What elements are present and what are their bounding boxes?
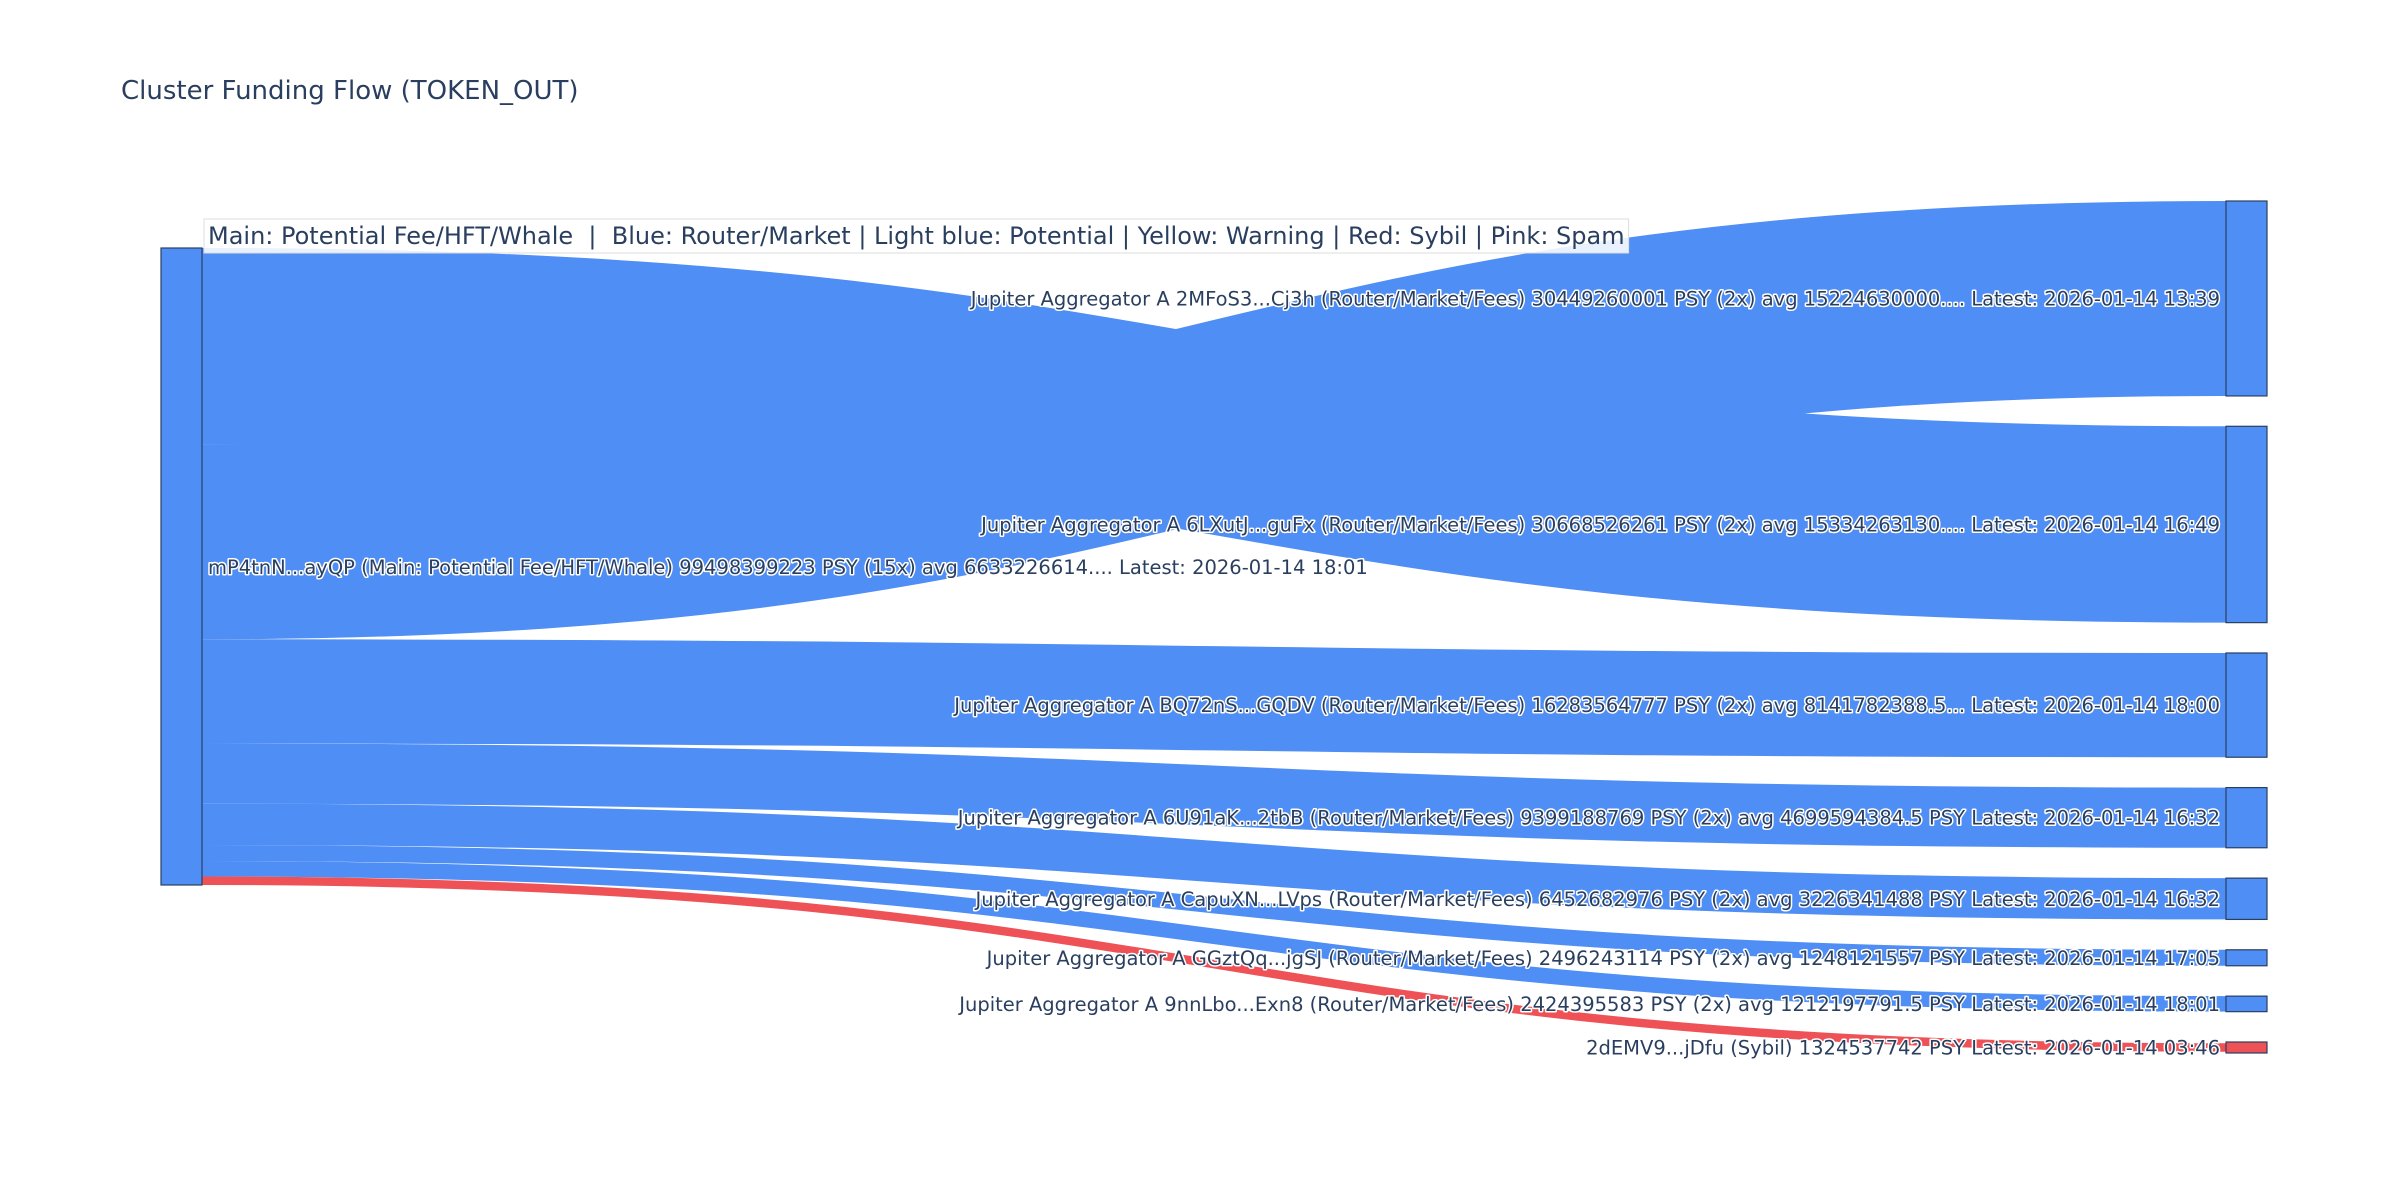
flow-links [201, 201, 2227, 1052]
target-node-label-1: Jupiter Aggregator A 2MFoS3...Cj3h (Rout… [969, 287, 2220, 310]
flow-link-6 [201, 845, 2227, 966]
target-node-label-7: Jupiter Aggregator A 9nnLbo...Exn8 (Rout… [957, 993, 2220, 1016]
flow-link-4 [201, 743, 2227, 848]
target-node-2 [2225, 425, 2268, 624]
target-node-3 [2225, 652, 2268, 758]
node-labels: mP4tnN...ayQP (Main: Potential Fee/HFT/W… [207, 286, 2222, 1061]
legend-box [203, 218, 1630, 254]
flow-link-3 [201, 639, 2227, 758]
source-node-label: mP4tnN...ayQP (Main: Potential Fee/HFT/W… [208, 556, 1368, 579]
legend-note: Main: Potential Fee/HFT/Whale | Blue: Ro… [208, 222, 1625, 250]
flow-nodes [160, 200, 2268, 1054]
target-node-label-4: Jupiter Aggregator A 6U91aK...2tbB (Rout… [956, 807, 2220, 830]
target-node-6 [2225, 949, 2268, 967]
target-node-7 [2225, 995, 2268, 1013]
chart-title: Cluster Funding Flow (TOKEN_OUT) [121, 76, 579, 106]
target-node-4 [2225, 786, 2268, 849]
target-node-5 [2225, 877, 2268, 921]
flow-link-8 [201, 876, 2227, 1052]
target-node-8 [2225, 1041, 2268, 1054]
target-node-1 [2225, 200, 2268, 397]
legend-annotation: Main: Potential Fee/HFT/Whale | Blue: Ro… [203, 218, 1630, 254]
target-node-label-2: Jupiter Aggregator A 6LXutJ...guFx (Rout… [979, 513, 2220, 536]
source-node [160, 247, 203, 886]
flow-link-1 [201, 201, 2227, 640]
target-node-label-8: 2dEMV9...jDfu (Sybil) 1324537742 PSY Lat… [1586, 1037, 2220, 1060]
target-node-label-5: Jupiter Aggregator A CapuXN...LVps (Rout… [974, 888, 2220, 911]
flow-link-7 [201, 860, 2227, 1012]
flow-link-5 [201, 803, 2227, 920]
target-node-label-3: Jupiter Aggregator A BQ72nS...GQDV (Rout… [952, 694, 2220, 717]
target-node-label-6: Jupiter Aggregator A GGztQq...jgSJ (Rout… [985, 947, 2220, 970]
